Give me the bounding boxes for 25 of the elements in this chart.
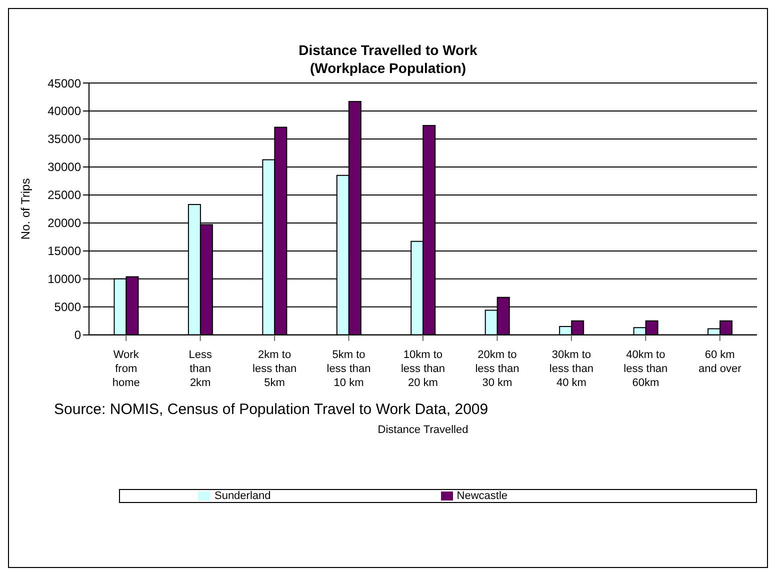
y-tick-label: 10000 [48,272,82,286]
source-note: Source: NOMIS, Census of Population Travel to Work Data, 2009 [54,401,490,418]
x-tick-label: Work from home [112,348,140,389]
legend-label: Sunderland [214,490,271,502]
x-tick-label: 40km to less than 60km [624,348,668,389]
x-tick-label: Less than 2km [188,348,212,389]
y-tick-label: 15000 [48,244,82,258]
y-tick-label: 25000 [48,188,82,202]
y-tick-label: 45000 [48,76,82,90]
y-tick-label: 0 [74,328,82,342]
y-tick-label: 5000 [54,300,82,314]
x-axis-title: Distance Travelled [378,424,468,436]
x-tick-label: 2km to less than 5km [252,348,297,389]
y-tick-label: 20000 [48,216,82,230]
legend-label: Newcastle [456,490,508,502]
y-tick-label: 40000 [48,104,82,118]
y-tick-label: 30000 [48,160,82,174]
x-tick-label: 60 km and over [698,348,742,375]
y-axis-title: No. of Trips [18,178,32,240]
x-tick-label: 5km to less than 10 km [326,348,371,389]
chart-title: Distance Travelled to Work (Workplace Population) [298,41,478,77]
x-tick-label: 20km to less than 30 km [475,348,520,389]
x-tick-label: 30km to less than 40 km [549,348,594,389]
y-tick-label: 35000 [48,132,82,146]
x-tick-label: 10km to less than 20 km [400,348,446,389]
